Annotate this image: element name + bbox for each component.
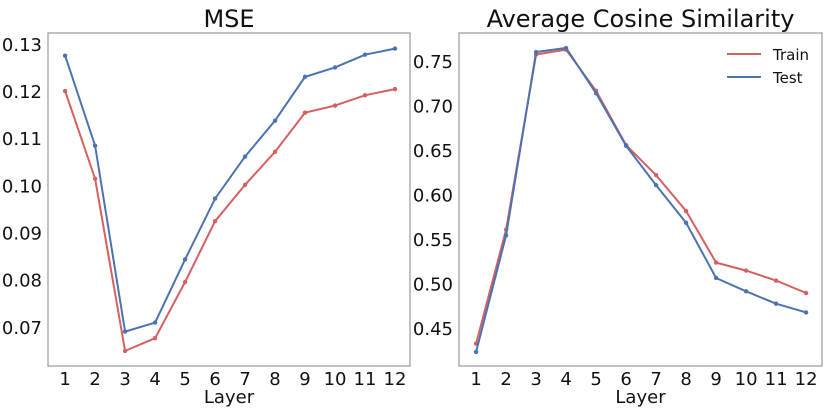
x-tick-label: 6: [620, 369, 631, 390]
y-tick-label: 0.12: [2, 82, 42, 103]
data-point-test: [473, 349, 479, 355]
data-point-train: [743, 268, 749, 273]
legend-label-train: Train: [772, 46, 809, 64]
data-point-test: [653, 183, 659, 188]
x-tick-label: 10: [324, 369, 347, 390]
y-tick-label: 0.65: [413, 141, 453, 162]
data-point-test: [803, 310, 809, 315]
x-tick-label: 12: [795, 369, 818, 390]
data-point-train: [242, 182, 248, 188]
data-point-test: [362, 52, 368, 57]
y-tick-label: 0.11: [2, 129, 42, 150]
x-tick-label: 1: [59, 369, 70, 390]
legend: Train Test: [727, 46, 809, 87]
x-tick-label: 3: [530, 369, 541, 390]
data-point-test: [62, 53, 68, 58]
data-point-test: [683, 220, 689, 225]
x-axis-label: Layer: [615, 387, 666, 408]
data-point-test: [92, 143, 98, 148]
x-tick-label: 11: [765, 369, 788, 390]
data-point-train: [92, 176, 98, 181]
x-tick-label: 5: [590, 369, 601, 390]
x-tick-label: 8: [269, 369, 280, 390]
data-point-train: [122, 348, 128, 354]
data-point-test: [713, 275, 719, 281]
x-tick-label: 12: [384, 369, 407, 390]
data-point-test: [182, 257, 188, 262]
x-tick-label: 4: [560, 369, 571, 390]
data-point-test: [563, 45, 569, 51]
data-point-train: [302, 110, 308, 115]
data-point-test: [743, 289, 749, 294]
chart-title: MSE: [203, 5, 254, 33]
plot-frame: [47, 32, 411, 367]
x-tick-label: 9: [710, 369, 721, 390]
data-point-test: [332, 65, 338, 70]
plot-frame: [458, 32, 823, 367]
y-tick-label: 0.50: [413, 275, 453, 296]
data-point-train: [713, 260, 719, 265]
data-point-test: [152, 320, 158, 325]
data-point-train: [392, 86, 398, 92]
data-point-test: [242, 154, 248, 159]
y-tick-label: 0.09: [2, 223, 42, 244]
x-tick-label: 3: [119, 369, 130, 390]
x-axis-label: Layer: [204, 387, 255, 408]
x-tick-label: 2: [89, 369, 100, 390]
data-point-train: [332, 103, 338, 108]
data-point-test: [272, 118, 278, 123]
series-line-test: [475, 46, 807, 353]
data-point-train: [773, 278, 779, 283]
x-tick-label: 8: [680, 369, 691, 390]
x-tick-label: 1: [470, 369, 481, 390]
data-point-test: [122, 329, 128, 334]
data-point-train: [683, 208, 689, 214]
data-point-train: [653, 172, 659, 178]
series-line-train: [64, 88, 396, 353]
y-tick-label: 0.70: [413, 97, 453, 118]
data-point-train: [152, 335, 158, 341]
series-line-train: [475, 48, 807, 344]
data-point-test: [212, 196, 218, 201]
y-tick-label: 0.75: [413, 52, 453, 73]
data-point-train: [182, 279, 188, 285]
data-point-train: [803, 290, 809, 296]
data-point-train: [272, 149, 278, 155]
y-tick-label: 0.13: [2, 35, 42, 56]
data-point-test: [593, 91, 599, 96]
data-point-test: [773, 301, 779, 306]
data-point-train: [212, 218, 218, 224]
data-point-test: [302, 74, 308, 80]
data-point-test: [533, 49, 539, 55]
y-tick-label: 0.08: [2, 271, 42, 292]
series-line-test: [64, 47, 396, 333]
x-tick-label: 5: [179, 369, 190, 390]
y-tick-label: 0.10: [2, 176, 42, 197]
x-tick-label: 4: [149, 369, 160, 390]
y-tick-label: 0.07: [2, 318, 42, 339]
y-tick-label: 0.45: [413, 319, 453, 340]
legend-label-test: Test: [772, 69, 803, 87]
data-point-test: [503, 233, 509, 238]
x-tick-label: 7: [239, 369, 250, 390]
x-tick-label: 6: [209, 369, 220, 390]
data-point-train: [362, 93, 368, 98]
x-tick-label: 10: [735, 369, 758, 390]
y-tick-label: 0.55: [413, 230, 453, 251]
data-point-test: [623, 143, 629, 148]
data-point-test: [392, 46, 398, 51]
x-tick-label: 2: [500, 369, 511, 390]
chart-title: Average Cosine Similarity: [487, 5, 795, 33]
data-point-train: [62, 88, 68, 94]
x-tick-label: 7: [650, 369, 661, 390]
x-tick-label: 9: [299, 369, 310, 390]
x-tick-label: 11: [354, 369, 377, 390]
y-tick-label: 0.60: [413, 186, 453, 207]
